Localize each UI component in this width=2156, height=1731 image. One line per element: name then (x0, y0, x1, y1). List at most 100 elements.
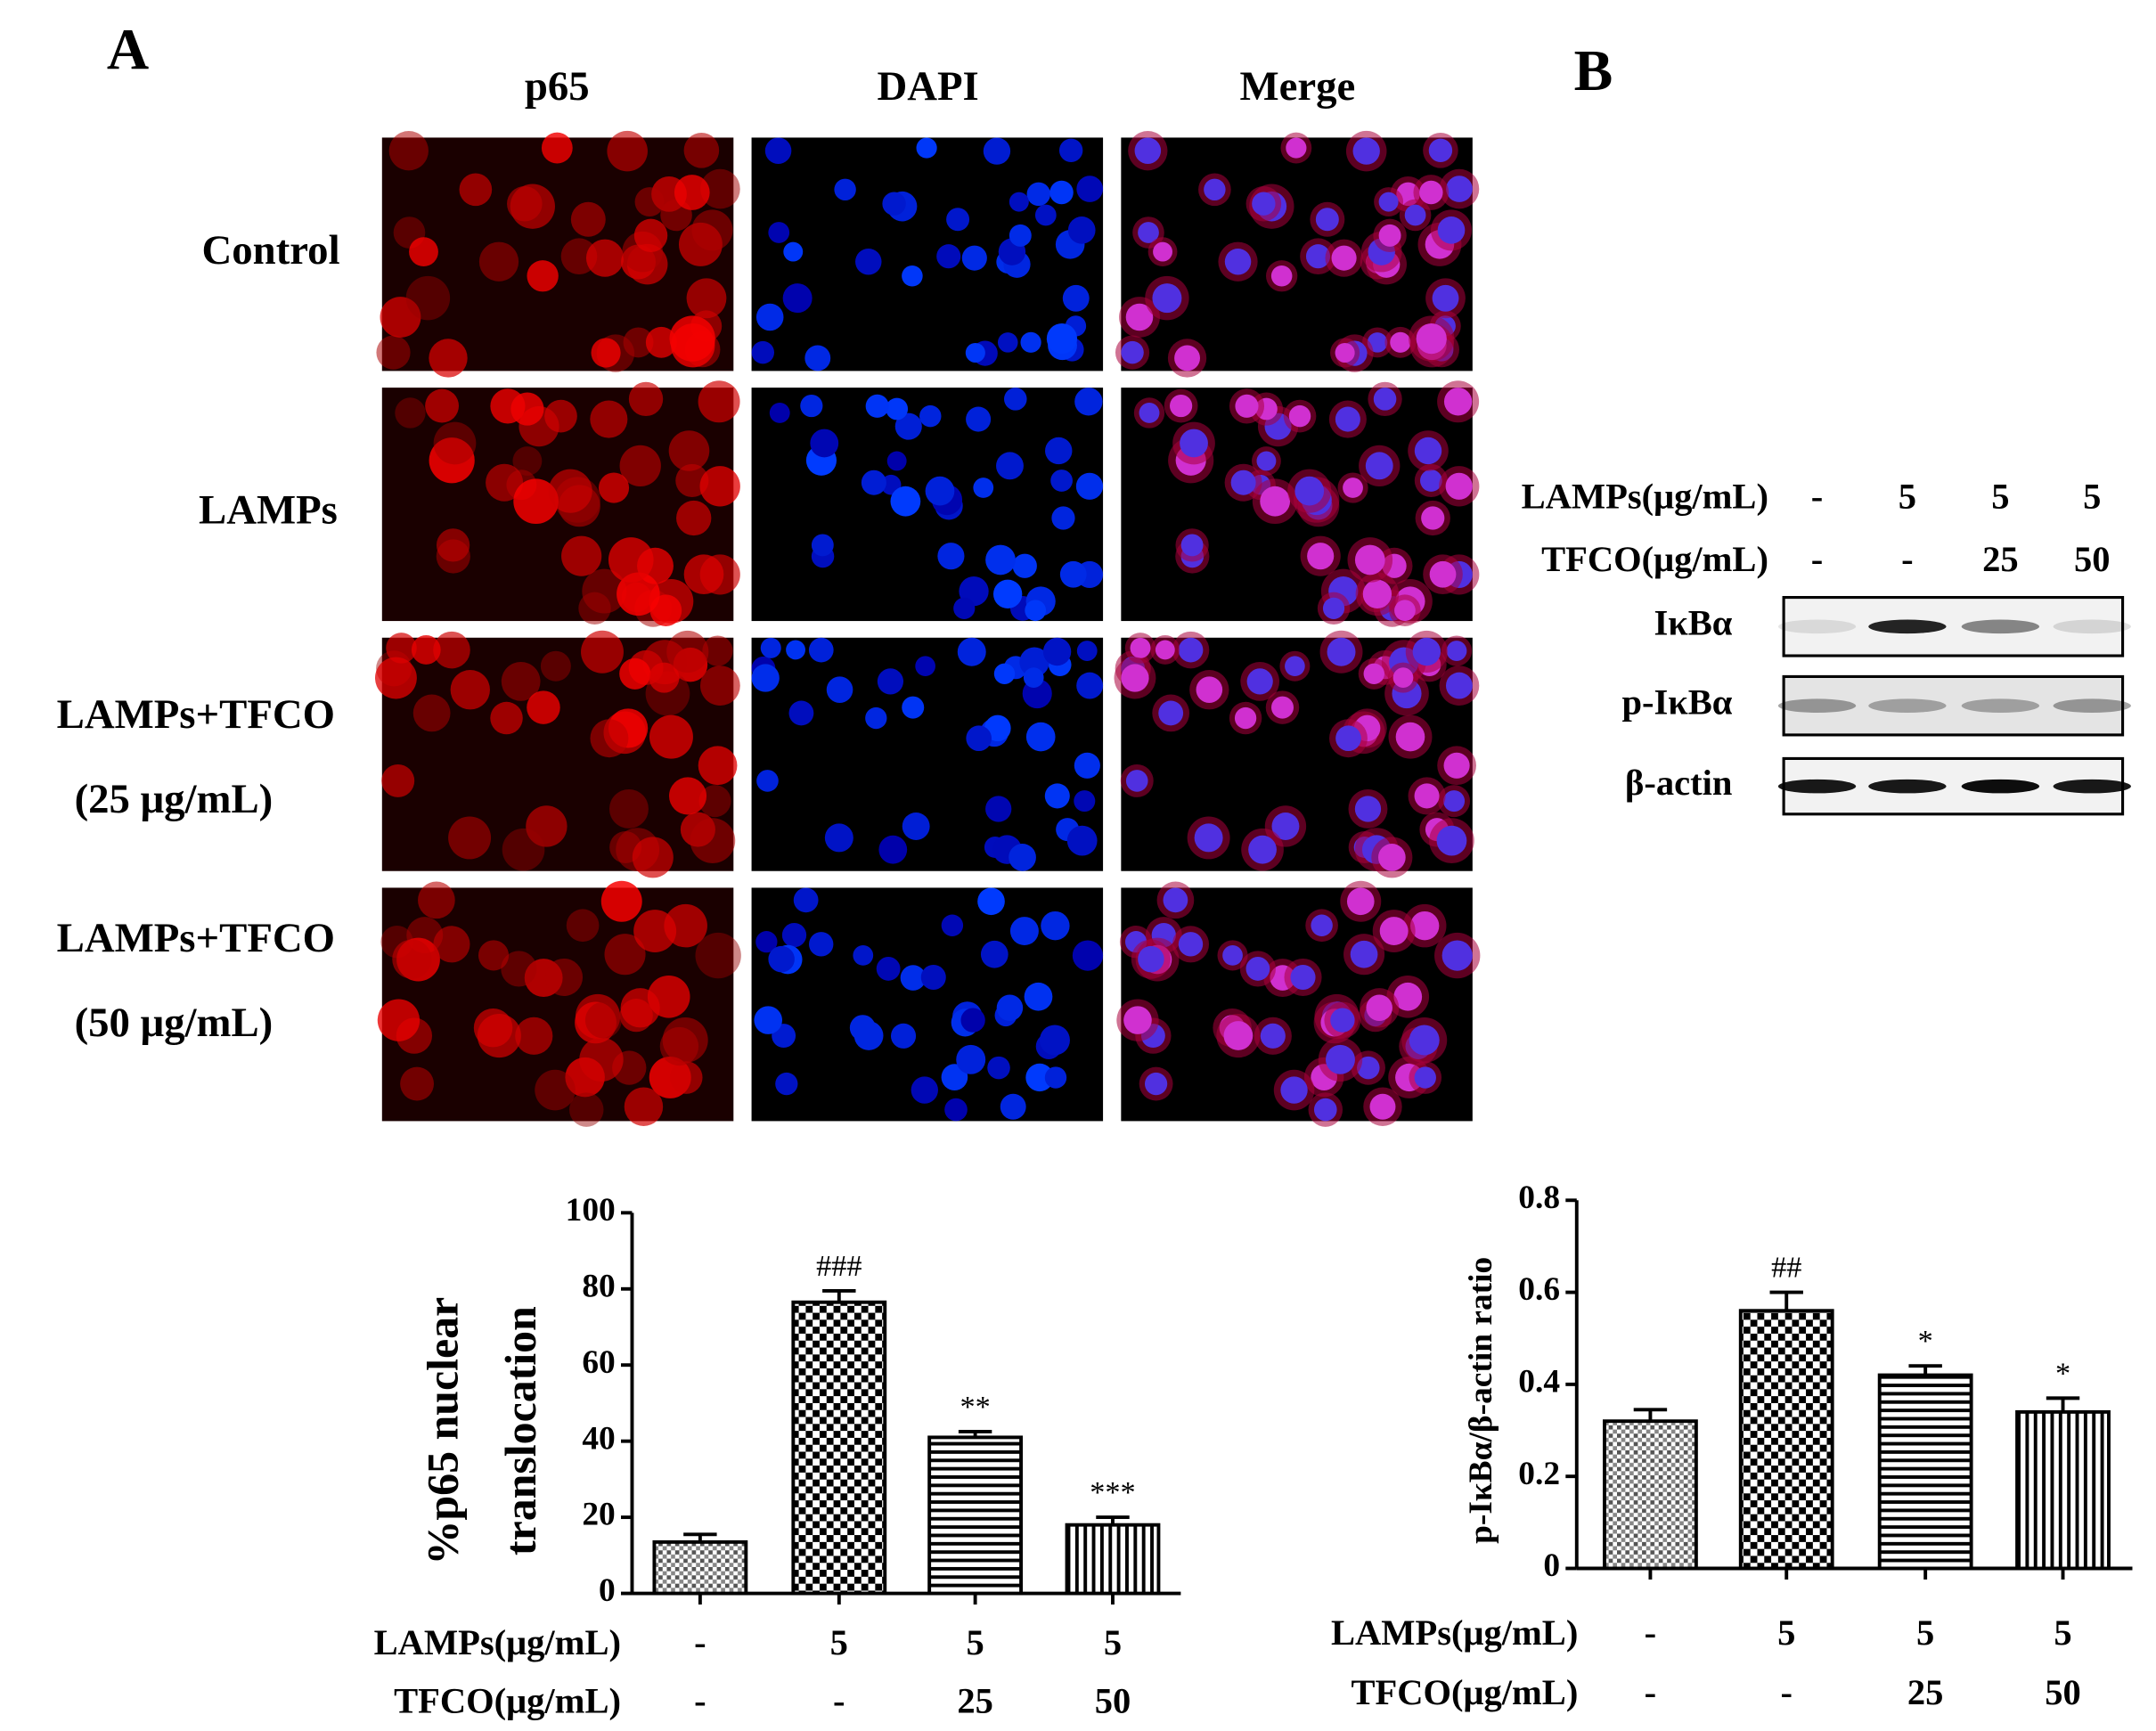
nucleus (1315, 208, 1339, 232)
cell (604, 934, 646, 976)
cell (409, 237, 438, 267)
nucleus (919, 404, 942, 428)
nucleus (1432, 284, 1459, 312)
nucleus (834, 178, 856, 201)
bar (1065, 1523, 1161, 1596)
cell (392, 939, 432, 979)
y-tick-label: 0.6 (1518, 1271, 1560, 1308)
nucleus (915, 656, 935, 677)
nucleus (1248, 835, 1277, 864)
nucleus (1026, 182, 1051, 207)
nucleus (1234, 706, 1257, 730)
nucleus (865, 394, 889, 418)
nucleus (890, 486, 921, 517)
nucleus (1294, 476, 1325, 506)
nucleus (953, 597, 976, 619)
cell (633, 910, 677, 953)
cell (513, 478, 559, 525)
nucleus (1074, 752, 1100, 779)
nucleus (1335, 342, 1355, 363)
cell (561, 535, 602, 576)
cell (418, 881, 455, 919)
nucleus (941, 1064, 968, 1090)
treatment-value: 5 (830, 1622, 848, 1662)
nucleus (1051, 506, 1075, 530)
cell (512, 446, 543, 476)
cell (477, 1013, 521, 1058)
micrograph (751, 637, 1104, 871)
cell (459, 173, 493, 207)
micrograph (751, 887, 1104, 1122)
nucleus (764, 137, 792, 164)
nucleus (1180, 429, 1208, 458)
nucleus (1419, 469, 1442, 492)
nucleus (1139, 403, 1160, 423)
nucleus (1058, 138, 1083, 163)
nucleus (987, 1056, 1010, 1080)
nucleus (1331, 245, 1357, 271)
nucleus (877, 668, 904, 695)
treatment-value: 25 (957, 1681, 993, 1721)
nucleus (755, 931, 778, 953)
nucleus (1290, 964, 1316, 991)
cell (683, 133, 720, 168)
nucleus (1352, 137, 1380, 165)
nucleus (1260, 1023, 1286, 1049)
bar (2015, 1409, 2111, 1571)
nucleus (1428, 138, 1453, 163)
cell (607, 130, 648, 172)
nucleus (1138, 945, 1164, 973)
nucleus (1025, 1063, 1054, 1092)
cell (386, 633, 417, 664)
treatment-value: 50 (1095, 1681, 1131, 1721)
y-tick-label: 80 (582, 1268, 615, 1304)
nucleus (1369, 1093, 1396, 1120)
nucleus (1174, 345, 1200, 372)
treatment-label: TFCO(μg/mL) (1541, 539, 1768, 579)
cell (683, 554, 724, 595)
nucleus (984, 714, 1011, 742)
nucleus (1377, 844, 1406, 871)
error-bar (822, 1288, 856, 1302)
y-tick-label: 60 (582, 1344, 615, 1381)
nucleus (1049, 180, 1074, 205)
cell (412, 694, 451, 732)
nucleus (1343, 478, 1363, 498)
cell (691, 209, 733, 251)
y-tick-label: 0.4 (1518, 1363, 1560, 1400)
nucleus (1280, 1076, 1308, 1104)
cell (690, 818, 736, 863)
treatment-value: 5 (966, 1622, 984, 1662)
error-bar (2046, 1396, 2080, 1412)
nucleus (1307, 543, 1335, 570)
bar (1738, 1309, 1834, 1571)
nucleus (811, 534, 834, 557)
nucleus (1059, 560, 1087, 588)
nucleus (1144, 1072, 1168, 1096)
nucleus (1158, 700, 1184, 726)
cell (425, 388, 459, 423)
cell (668, 777, 707, 815)
y-tick-label: 100 (566, 1192, 616, 1229)
bar (1603, 1419, 1698, 1571)
cell (575, 1001, 617, 1044)
cell (662, 1017, 708, 1063)
cell (608, 789, 649, 829)
cell (699, 665, 740, 706)
panel-label: A (107, 18, 149, 82)
nucleus (1012, 553, 1037, 578)
band (1961, 779, 2040, 794)
nucleus (1346, 887, 1375, 916)
cell (619, 657, 651, 690)
treatment-label: LAMPs(μg/mL) (374, 1622, 621, 1662)
nucleus (1020, 331, 1041, 353)
cell (608, 537, 654, 583)
cell (619, 445, 661, 487)
band-label: p-IκBα (1621, 682, 1732, 722)
nucleus (1245, 957, 1270, 981)
nucleus (809, 932, 834, 957)
cell (429, 339, 468, 378)
cell (515, 1017, 553, 1055)
cell (502, 828, 545, 871)
band (2053, 779, 2131, 794)
